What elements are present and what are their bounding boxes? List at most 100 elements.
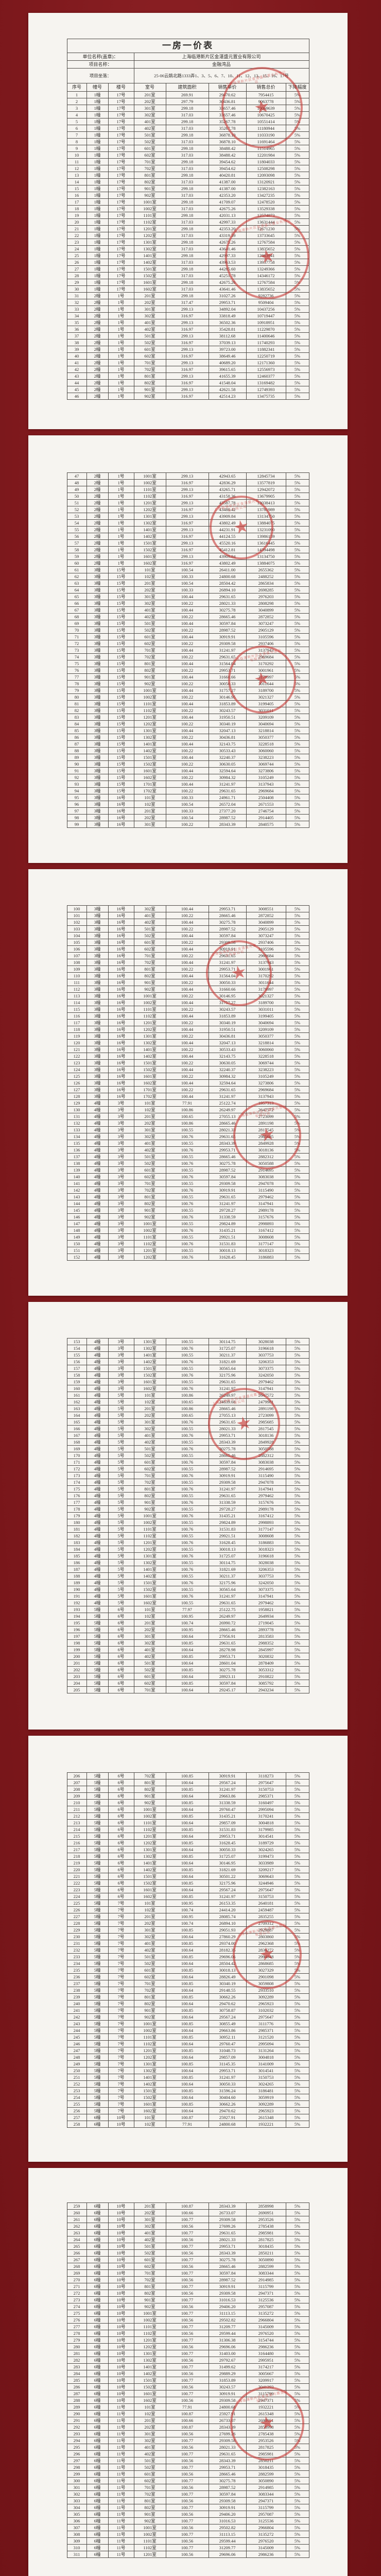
cell: 4幢	[86, 1358, 109, 1365]
cell: 4幢	[86, 1519, 109, 1526]
cell: 6幢	[86, 2350, 109, 2357]
cell: 1402室	[133, 259, 166, 266]
table-row: 14 1幢 17号 802室 317.03 41387.00 13120921 5%	[66, 178, 309, 185]
cell: 1958821	[246, 1606, 286, 1613]
cell: 1号	[108, 372, 134, 380]
table-row: 291 6幢 11号 201室 100.66 26733.07 2690951 5%	[66, 2417, 309, 2424]
cell: 4幢	[86, 1579, 109, 1586]
table-row: 195 5幢 6号 201室 100.74 26990.72 2719045 5%	[66, 1619, 309, 1626]
cell: 1001室	[133, 2310, 166, 2317]
cell: 30597.84	[208, 1173, 247, 1180]
cell: 26249.97	[208, 1613, 247, 1620]
cell: 317.03	[165, 165, 209, 172]
cell: 5%	[285, 2531, 309, 2538]
cell: 12845734	[246, 472, 286, 480]
table-row: 81 3幢 15号 1101室 100.44 31853.89 3199405 5%	[66, 700, 309, 707]
cell: 251	[66, 2074, 87, 2081]
cell: 301室	[133, 1926, 166, 1934]
table-row: 254 5幢 7号 1502室 100.64 30404.60 3059919 5%	[66, 2094, 309, 2101]
cell: 1101室	[133, 1526, 166, 1533]
cell: 7号	[108, 1973, 134, 1980]
cell: 6幢	[86, 2290, 109, 2297]
cell: 5%	[285, 499, 309, 506]
cell: 3053312	[246, 1666, 286, 1673]
cell: 7号	[108, 1953, 134, 1960]
cell: 3号	[108, 1207, 134, 1214]
cell: 102	[66, 919, 87, 926]
cell: 10号	[108, 2256, 134, 2263]
cell: 3幢	[86, 821, 109, 828]
cell: 28665.46	[208, 1452, 247, 1459]
table-row: 49 2幢 1号 1101室 299.13 43265.71 12942072 5%	[66, 486, 309, 493]
cell: 5%	[285, 1086, 309, 1093]
cell: 901室	[133, 386, 166, 393]
cell: 402室	[133, 1438, 166, 1446]
cell: 29857.09	[208, 2054, 247, 2061]
cell: 100.22	[165, 667, 209, 674]
cell: 185	[66, 1552, 87, 1560]
cell: 32143.75	[208, 740, 247, 748]
column-header: 销售单价	[208, 83, 247, 92]
cell: 3209109	[246, 714, 286, 721]
cell: 5幢	[86, 1926, 109, 1934]
cell: 29728.27	[208, 1207, 247, 1214]
cell: 4幢	[86, 1492, 109, 1499]
cell: 901室	[133, 1792, 166, 1800]
cell: 5幢	[86, 1772, 109, 1780]
cell: 71	[66, 633, 87, 640]
table-row: 34 2幢 1号 302室 316.97 33818.49 10719447 5%	[66, 312, 309, 319]
cell: 293	[66, 2430, 87, 2437]
cell: 3085792	[246, 1680, 286, 1687]
cell: 3050890	[246, 2477, 286, 2484]
cell: 2986236	[246, 2551, 286, 2558]
cell: 2幢	[86, 533, 109, 540]
cell: 100.55	[165, 1180, 209, 1187]
table-row: 225 5幢 7号 101室 100.95 26153.35 2640181 5%	[66, 1900, 309, 1907]
cell: 3号	[108, 1385, 134, 1392]
cell: 29824.89	[208, 1220, 247, 1227]
cell: 100.65	[165, 1113, 209, 1120]
cell: 203	[66, 1673, 87, 1680]
cell: 29309.58	[208, 2216, 247, 2223]
cell: 2709312	[246, 1920, 286, 1927]
cell: 3154744	[246, 2336, 286, 2344]
cell: 30662.26	[208, 2100, 247, 2108]
cell: 5幢	[86, 1913, 109, 1920]
cell: 1202室	[133, 1253, 166, 1261]
cell: 39615.65	[208, 366, 247, 373]
cell: 3050890	[246, 2256, 286, 2263]
cell: 3号	[108, 1338, 134, 1345]
table-row: 9 1幢 17号 601室 299.18 38488.42 11514965 5%	[66, 145, 309, 152]
table-row: 59 2幢 1号 1601室 299.13 43909.84 13134750 5%	[66, 553, 309, 560]
cell: 100.77	[165, 2323, 209, 2330]
cell: 7号	[108, 2007, 134, 2014]
cell: 501室	[133, 1659, 166, 1667]
cell: 82	[66, 707, 87, 714]
cell: 11514965	[246, 145, 286, 152]
cell: 53	[66, 513, 87, 520]
cell: 100.56	[165, 2223, 209, 2230]
cell: 100.77	[165, 2216, 209, 2223]
cell: 299.18	[165, 252, 209, 259]
cell: 52	[66, 506, 87, 513]
cell: 16号	[108, 919, 134, 926]
table-row: 46 2幢 1号 902室 316.97 42514.23 13475735 5%	[66, 393, 309, 400]
table-row: 185 4幢 5号 1301室 100.76 31725.07 3196618 5%	[66, 1552, 309, 1560]
cell: 267	[66, 2256, 87, 2263]
cell: 4幢	[86, 1166, 109, 1174]
cell: 30146.95	[208, 992, 247, 999]
cell: 5%	[285, 1472, 309, 1479]
cell: 77.91	[165, 1099, 209, 1107]
cell: 5%	[285, 2383, 309, 2391]
cell: 43963.53	[208, 259, 247, 266]
cell: 182	[66, 1532, 87, 1539]
table-row: 136 4幢 3号 402室 100.76 29953.71 3018136 5%	[66, 1146, 309, 1154]
cell: 5%	[285, 2457, 309, 2464]
cell: 5%	[285, 1772, 309, 1780]
cell: 11882341	[246, 346, 286, 353]
cell: 2723099	[246, 1113, 286, 1120]
cell: 302室	[133, 312, 166, 319]
cell: 3050377	[246, 734, 286, 741]
cell: 5%	[285, 1866, 309, 1873]
cell: 29953.71	[208, 1432, 247, 1439]
